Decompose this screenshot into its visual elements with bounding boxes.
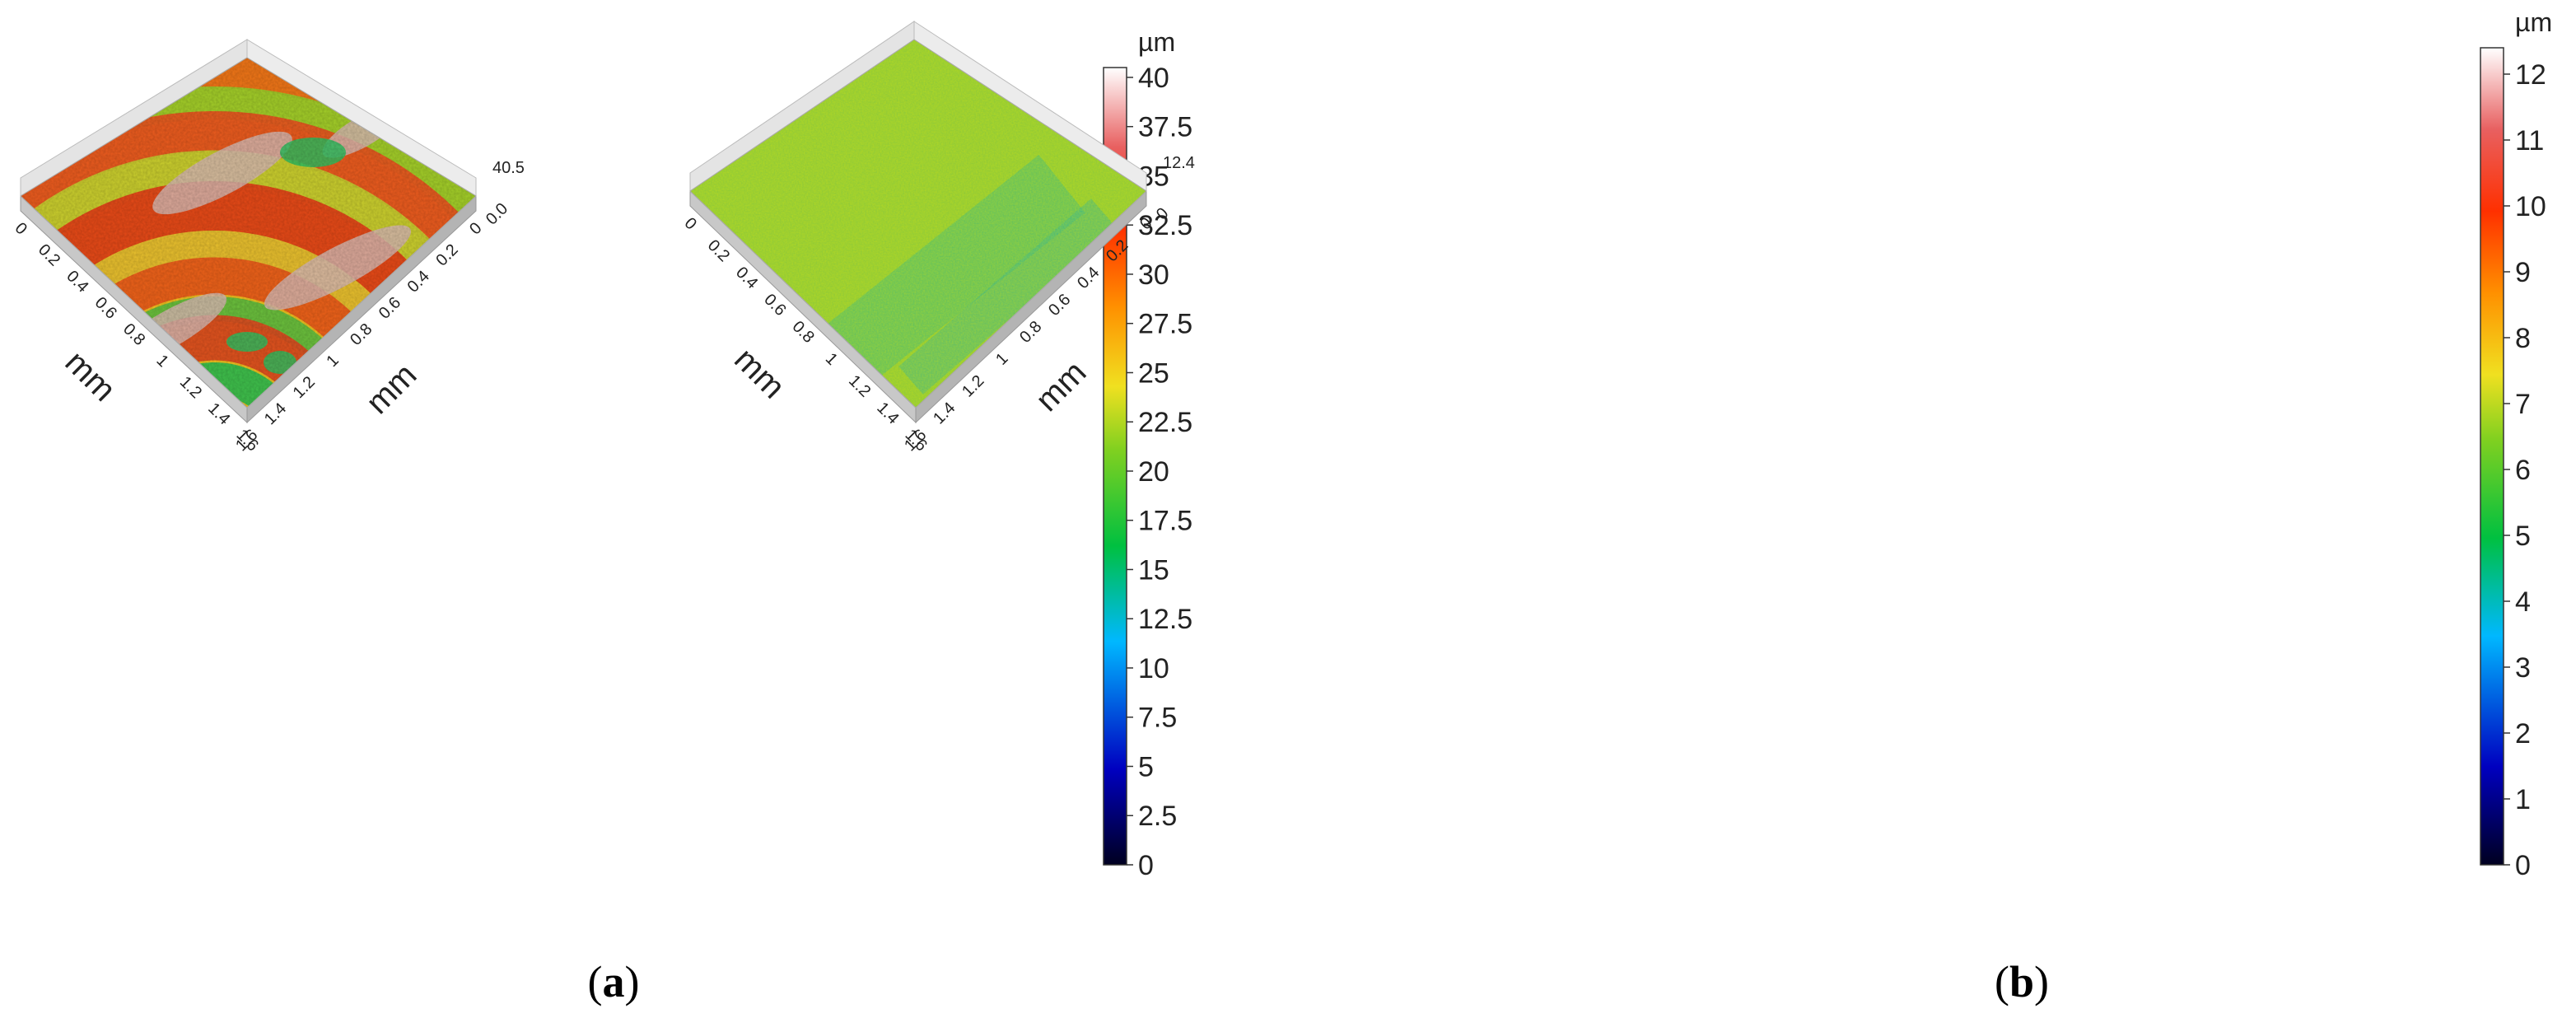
- panel-a: 00.20.40.60.811.21.41.600.20.40.60.811.2…: [12, 27, 1193, 1006]
- panel-caption: (b): [1995, 957, 2049, 1006]
- height-surface: [690, 40, 1146, 408]
- surface-outline: [20, 57, 477, 409]
- left-axis-title: mm: [727, 341, 791, 405]
- colorbar-tick-label: 10: [1138, 653, 1169, 684]
- right-axis-tick-label: 1: [992, 349, 1011, 368]
- colorbar-tick-label: 37.5: [1138, 112, 1192, 143]
- colorbar-tick-label: 2: [2515, 718, 2531, 749]
- panel-caption-letter: a: [603, 957, 625, 1006]
- colorbar-tick-label: 6: [2515, 455, 2531, 486]
- colorbar-tick-label: 25: [1138, 357, 1169, 389]
- colorbar-tick-label: 4: [2515, 586, 2531, 618]
- right-axis-title: mm: [359, 357, 423, 421]
- left-axis-tick-label: 0: [681, 214, 700, 233]
- colorbar-tick-label: 10: [2515, 191, 2546, 222]
- right-axis-tick-label: 0: [466, 219, 485, 238]
- colorbar-tick-label: 40: [1138, 63, 1169, 94]
- left-axis-tick-label: 1: [822, 349, 841, 368]
- colorbar-tick-label: 11: [2515, 125, 2544, 156]
- colorbar-unit: µm: [2515, 7, 2552, 37]
- colorbar-tick-label: 3: [2515, 652, 2531, 684]
- colorbar-tick-label: 20: [1138, 456, 1169, 488]
- left-axis-title: mm: [58, 344, 123, 409]
- z-max-label: 40.5: [492, 159, 525, 177]
- colorbar-tick-label: 7.5: [1138, 703, 1177, 734]
- right-axis-tick-label: 1: [323, 352, 342, 371]
- colorbar-tick-label: 0: [2515, 850, 2531, 881]
- colorbar-tick-label: 30: [1138, 259, 1169, 291]
- colorbar-tick-label: 2.5: [1138, 801, 1177, 832]
- ridge-highlight: [474, 119, 476, 177]
- left-axis-tick-label: 1: [152, 352, 171, 371]
- colorbar: [2480, 47, 2504, 866]
- colorbar-tick-label: 5: [2515, 521, 2531, 552]
- colorbar-tick-label: 8: [2515, 323, 2531, 354]
- colorbar-tick-label: 15: [1138, 554, 1169, 586]
- z-max-label: 12.4: [1163, 154, 1195, 172]
- colorbar-tick-label: 27.5: [1138, 309, 1192, 340]
- colorbar-unit: µm: [1138, 27, 1175, 57]
- right-axis-tick-label: 1.6: [901, 426, 930, 455]
- panel-caption: (a): [588, 957, 640, 1006]
- panel-b: 00.20.40.60.811.21.41.600.20.40.60.811.2…: [681, 7, 2553, 1006]
- colorbar-tick-label: 12.5: [1138, 604, 1192, 635]
- z-min-label: 0.0: [483, 199, 511, 228]
- colorbar-tick-label: 9: [2515, 257, 2531, 288]
- colorbar-tick-label: 22.5: [1138, 407, 1192, 438]
- colorbar-tick-label: 1: [2515, 784, 2531, 815]
- surface-texture: [690, 40, 1146, 408]
- colorbar-tick-label: 7: [2515, 389, 2531, 420]
- right-axis-title: mm: [1029, 354, 1093, 418]
- panel-caption-letter: b: [2009, 957, 2034, 1006]
- colorbar-tick-label: 32.5: [1138, 210, 1192, 241]
- colorbar-tick-label: 17.5: [1138, 506, 1192, 537]
- surface-texture: [21, 58, 476, 408]
- left-axis-tick-label: 0: [12, 219, 30, 238]
- right-axis-tick-label: 1.6: [232, 426, 261, 455]
- colorbar-tick-label: 12: [2515, 59, 2546, 91]
- surface-outline: [689, 39, 1147, 409]
- colorbar-tick-label: 0: [1138, 850, 1154, 881]
- colorbar-tick-label: 5: [1138, 751, 1154, 782]
